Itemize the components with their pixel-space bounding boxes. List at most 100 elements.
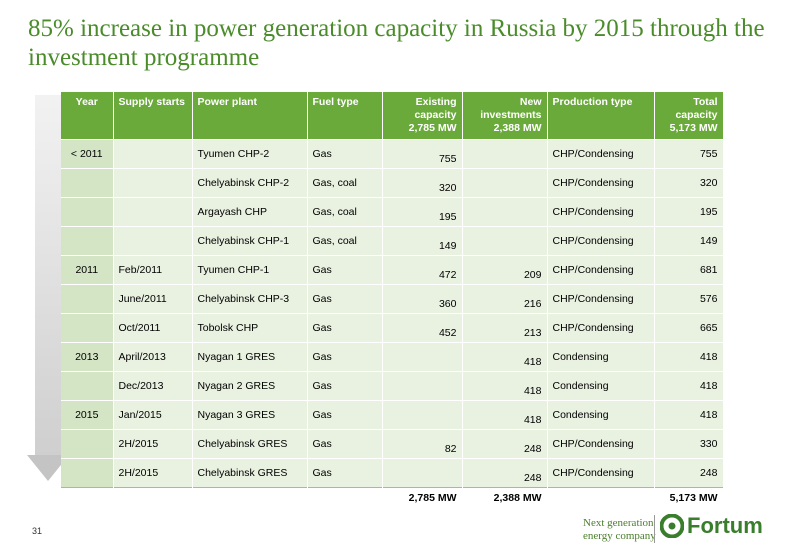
table-row: June/2011 Chelyabinsk CHP-3 Gas 360 216 CHP/C…	[61, 284, 724, 314]
cell-fuel-type: Gas	[307, 284, 383, 314]
tagline-line1: Next generation	[583, 517, 654, 529]
cell-supply-starts: 2H/2015	[113, 429, 193, 459]
capacity-table: Year Supply starts Power plant Fuel type…	[61, 92, 724, 508]
cell-total-capacity: 681	[654, 255, 724, 285]
cell-fuel-type: Gas, coal	[307, 168, 383, 198]
cell-fuel-type: Gas, coal	[307, 197, 383, 227]
table-row: Argayash CHP Gas, coal 195 CHP/Condensing 19…	[61, 197, 724, 227]
cell-production-type: Condensing	[547, 371, 655, 401]
cell-existing-capacity: 755	[382, 139, 463, 169]
cell-total-capacity: 330	[654, 429, 724, 459]
cell-production-type: Condensing	[547, 342, 655, 372]
cell-year: 2013	[61, 342, 114, 372]
header-supply-starts: Supply starts	[113, 92, 193, 140]
cell-year: < 2011	[61, 139, 114, 169]
cell-total-capacity: 418	[654, 371, 724, 401]
tagline: Next generation energy company	[583, 517, 656, 543]
page-title: 85% increase in power generation capacit…	[28, 15, 765, 71]
cell-supply-starts: June/2011	[113, 284, 193, 314]
cell-total-capacity: 320	[654, 168, 724, 198]
cell-supply-starts: Oct/2011	[113, 313, 193, 343]
cell-production-type: CHP/Condensing	[547, 458, 655, 488]
cell-production-type: CHP/Condensing	[547, 284, 655, 314]
cell-existing-capacity: 472	[382, 255, 463, 285]
cell-power-plant: Chelyabinsk CHP-3	[192, 284, 308, 314]
timeline-arrow-shaft	[35, 95, 61, 455]
cell-new-investments: 418	[462, 371, 548, 401]
table-row: Dec/2013 Nyagan 2 GRES Gas 418 Condensing 418	[61, 371, 724, 401]
table-row: 2013 April/2013 Nyagan 1 GRES Gas 418 Condens…	[61, 342, 724, 372]
cell-total-capacity: 149	[654, 226, 724, 256]
cell-existing-capacity	[382, 458, 463, 488]
cell-new-investments: 209	[462, 255, 548, 285]
header-existing-capacity: Existing capacity 2,785 MW	[382, 92, 463, 140]
table-body: < 2011 Tyumen CHP-2 Gas 755 CHP/Condensing 75…	[61, 139, 724, 488]
cell-power-plant: Tyumen CHP-1	[192, 255, 308, 285]
cell-production-type: CHP/Condensing	[547, 429, 655, 459]
cell-new-investments: 248	[462, 458, 548, 488]
header-fuel-type: Fuel type	[307, 92, 383, 140]
cell-power-plant: Argayash CHP	[192, 197, 308, 227]
cell-year: 2011	[61, 255, 114, 285]
page-number: 31	[32, 526, 43, 536]
cell-year	[61, 371, 114, 401]
cell-production-type: CHP/Condensing	[547, 139, 655, 169]
table-row: Chelyabinsk CHP-2 Gas, coal 320 CHP/Condens…	[61, 168, 724, 198]
cell-fuel-type: Gas	[307, 313, 383, 343]
cell-production-type: Condensing	[547, 400, 655, 430]
cell-supply-starts	[113, 197, 193, 227]
cell-existing-capacity: 149	[382, 226, 463, 256]
cell-power-plant: Chelyabinsk CHP-2	[192, 168, 308, 198]
cell-supply-starts	[113, 226, 193, 256]
cell-fuel-type: Gas, coal	[307, 226, 383, 256]
cell-year	[61, 284, 114, 314]
header-power-plant: Power plant	[192, 92, 308, 140]
cell-supply-starts: Feb/2011	[113, 255, 193, 285]
cell-existing-capacity: 452	[382, 313, 463, 343]
cell-year	[61, 313, 114, 343]
cell-existing-capacity: 82	[382, 429, 463, 459]
cell-year	[61, 168, 114, 198]
cell-power-plant: Nyagan 1 GRES	[192, 342, 308, 372]
cell-total-capacity: 576	[654, 284, 724, 314]
total-capacity: 5,173 MW	[654, 487, 724, 508]
cell-power-plant: Chelyabinsk GRES	[192, 458, 308, 488]
cell-new-investments	[462, 168, 548, 198]
header-new-investments: New investments 2,388 MW	[462, 92, 548, 140]
cell-new-investments: 213	[462, 313, 548, 343]
cell-fuel-type: Gas	[307, 371, 383, 401]
table-row: Oct/2011 Tobolsk CHP Gas 452 213 CHP/Condensi…	[61, 313, 724, 343]
cell-fuel-type: Gas	[307, 429, 383, 459]
table-row: Chelyabinsk CHP-1 Gas, coal 149 CHP/Condens…	[61, 226, 724, 256]
cell-existing-capacity: 360	[382, 284, 463, 314]
cell-supply-starts: Dec/2013	[113, 371, 193, 401]
cell-supply-starts: Jan/2015	[113, 400, 193, 430]
cell-year: 2015	[61, 400, 114, 430]
cell-fuel-type: Gas	[307, 342, 383, 372]
cell-total-capacity: 755	[654, 139, 724, 169]
cell-supply-starts	[113, 139, 193, 169]
table-row: 2H/2015 Chelyabinsk GRES Gas 82 248 CHP/Conde…	[61, 429, 724, 459]
cell-power-plant: Tyumen CHP-2	[192, 139, 308, 169]
cell-power-plant: Nyagan 3 GRES	[192, 400, 308, 430]
cell-power-plant: Tobolsk CHP	[192, 313, 308, 343]
header-year: Year	[61, 92, 114, 140]
table-row: 2H/2015 Chelyabinsk GRES Gas 248 CHP/Condens…	[61, 458, 724, 488]
cell-power-plant: Chelyabinsk CHP-1	[192, 226, 308, 256]
cell-existing-capacity: 195	[382, 197, 463, 227]
table-row: < 2011 Tyumen CHP-2 Gas 755 CHP/Condensing 75…	[61, 139, 724, 169]
tagline-line2: energy company	[583, 530, 656, 542]
table-row: 2011 Feb/2011 Tyumen CHP-1 Gas 472 209 CHP/Con…	[61, 255, 724, 285]
cell-production-type: CHP/Condensing	[547, 255, 655, 285]
cell-new-investments: 418	[462, 400, 548, 430]
header-production-type: Production type	[547, 92, 655, 140]
cell-total-capacity: 195	[654, 197, 724, 227]
cell-year	[61, 458, 114, 488]
cell-supply-starts: April/2013	[113, 342, 193, 372]
cell-production-type: CHP/Condensing	[547, 197, 655, 227]
table-header-row: Year Supply starts Power plant Fuel type…	[61, 92, 724, 140]
cell-supply-starts: 2H/2015	[113, 458, 193, 488]
cell-power-plant: Nyagan 2 GRES	[192, 371, 308, 401]
cell-fuel-type: Gas	[307, 139, 383, 169]
cell-year	[61, 429, 114, 459]
